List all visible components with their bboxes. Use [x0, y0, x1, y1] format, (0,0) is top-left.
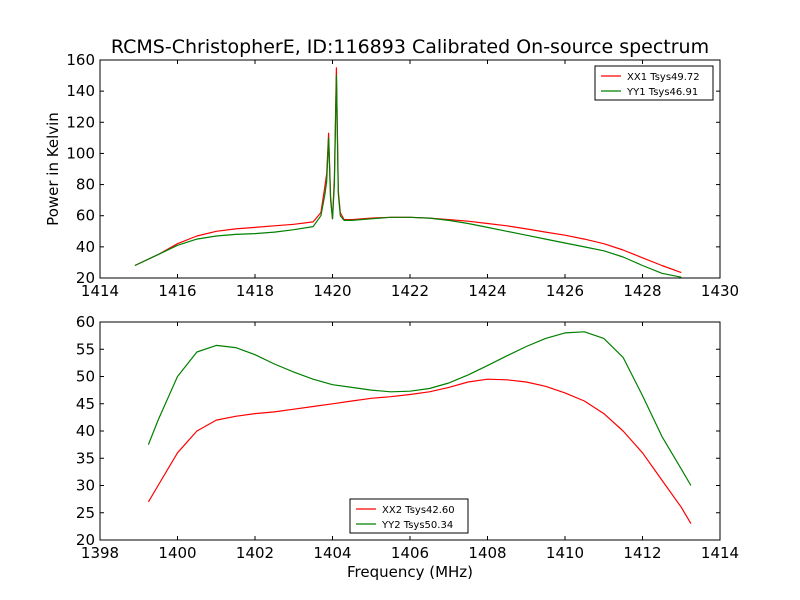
y-tick-label: 60 [76, 313, 95, 331]
x-tick-label: 1420 [313, 282, 351, 300]
y-tick-label: 55 [76, 340, 95, 358]
x-tick-label: 1406 [391, 544, 429, 562]
y-tick-label: 100 [66, 144, 95, 162]
series-line-2 [134, 74, 682, 278]
x-tick-label: 1414 [701, 544, 739, 562]
legend-box [594, 65, 714, 101]
x-tick-label: 1404 [313, 544, 351, 562]
y-tick-label: 60 [76, 207, 95, 225]
legend-label: YY1 Tsys46.91 [626, 87, 698, 98]
top-y-axis-label: Power in Kelvin [44, 112, 62, 226]
x-tick-label: 1410 [546, 544, 584, 562]
series-line-2 [147, 331, 692, 486]
y-tick-label: 35 [76, 449, 95, 467]
y-tick-label: 45 [76, 395, 95, 413]
y-tick-label: 20 [76, 269, 95, 287]
x-tick-label: 1408 [468, 544, 506, 562]
legend-label: XX1 Tsys49.72 [627, 72, 700, 83]
x-tick-label: 1422 [391, 282, 429, 300]
y-tick-label: 30 [76, 477, 95, 495]
y-tick-label: 20 [76, 531, 95, 549]
x-tick-label: 1428 [623, 282, 661, 300]
x-tick-label: 1424 [468, 282, 506, 300]
y-tick-label: 140 [66, 82, 95, 100]
bottom-panel: 1398 1400 1402 1404 1406 1408 1410 1412 1414 20 25… [76, 313, 739, 562]
y-tick-label: 40 [76, 422, 95, 440]
y-tick-label: 40 [76, 238, 95, 256]
x-tick-label: 1430 [701, 282, 739, 300]
x-tick-label: 1416 [158, 282, 196, 300]
figure-title: RCMS-ChristopherE, ID:116893 Calibrated … [111, 36, 709, 58]
x-tick-label: 1398 [81, 544, 119, 562]
top-panel: 1414 1416 1418 1420 1422 1424 1426 1428 1430 20 40… [66, 51, 739, 300]
y-tick-label: 50 [76, 368, 95, 386]
y-tick-label: 25 [76, 504, 95, 522]
x-tick-label: 1412 [623, 544, 661, 562]
bottom-x-axis-label: Frequency (MHz) [347, 563, 473, 581]
legend-label: YY2 Tsys50.34 [381, 520, 453, 531]
x-tick-label: 1400 [158, 544, 196, 562]
x-tick-label: 1426 [546, 282, 584, 300]
x-tick-label: 1414 [81, 282, 119, 300]
y-tick-label: 120 [66, 113, 95, 131]
legend-box [349, 498, 469, 534]
y-tick-label: 80 [76, 176, 95, 194]
legend-label: XX2 Tsys42.60 [382, 505, 455, 516]
x-tick-label: 1418 [236, 282, 274, 300]
y-tick-label: 160 [66, 51, 95, 69]
series-line-1 [147, 378, 692, 524]
x-tick-label: 1402 [236, 544, 274, 562]
